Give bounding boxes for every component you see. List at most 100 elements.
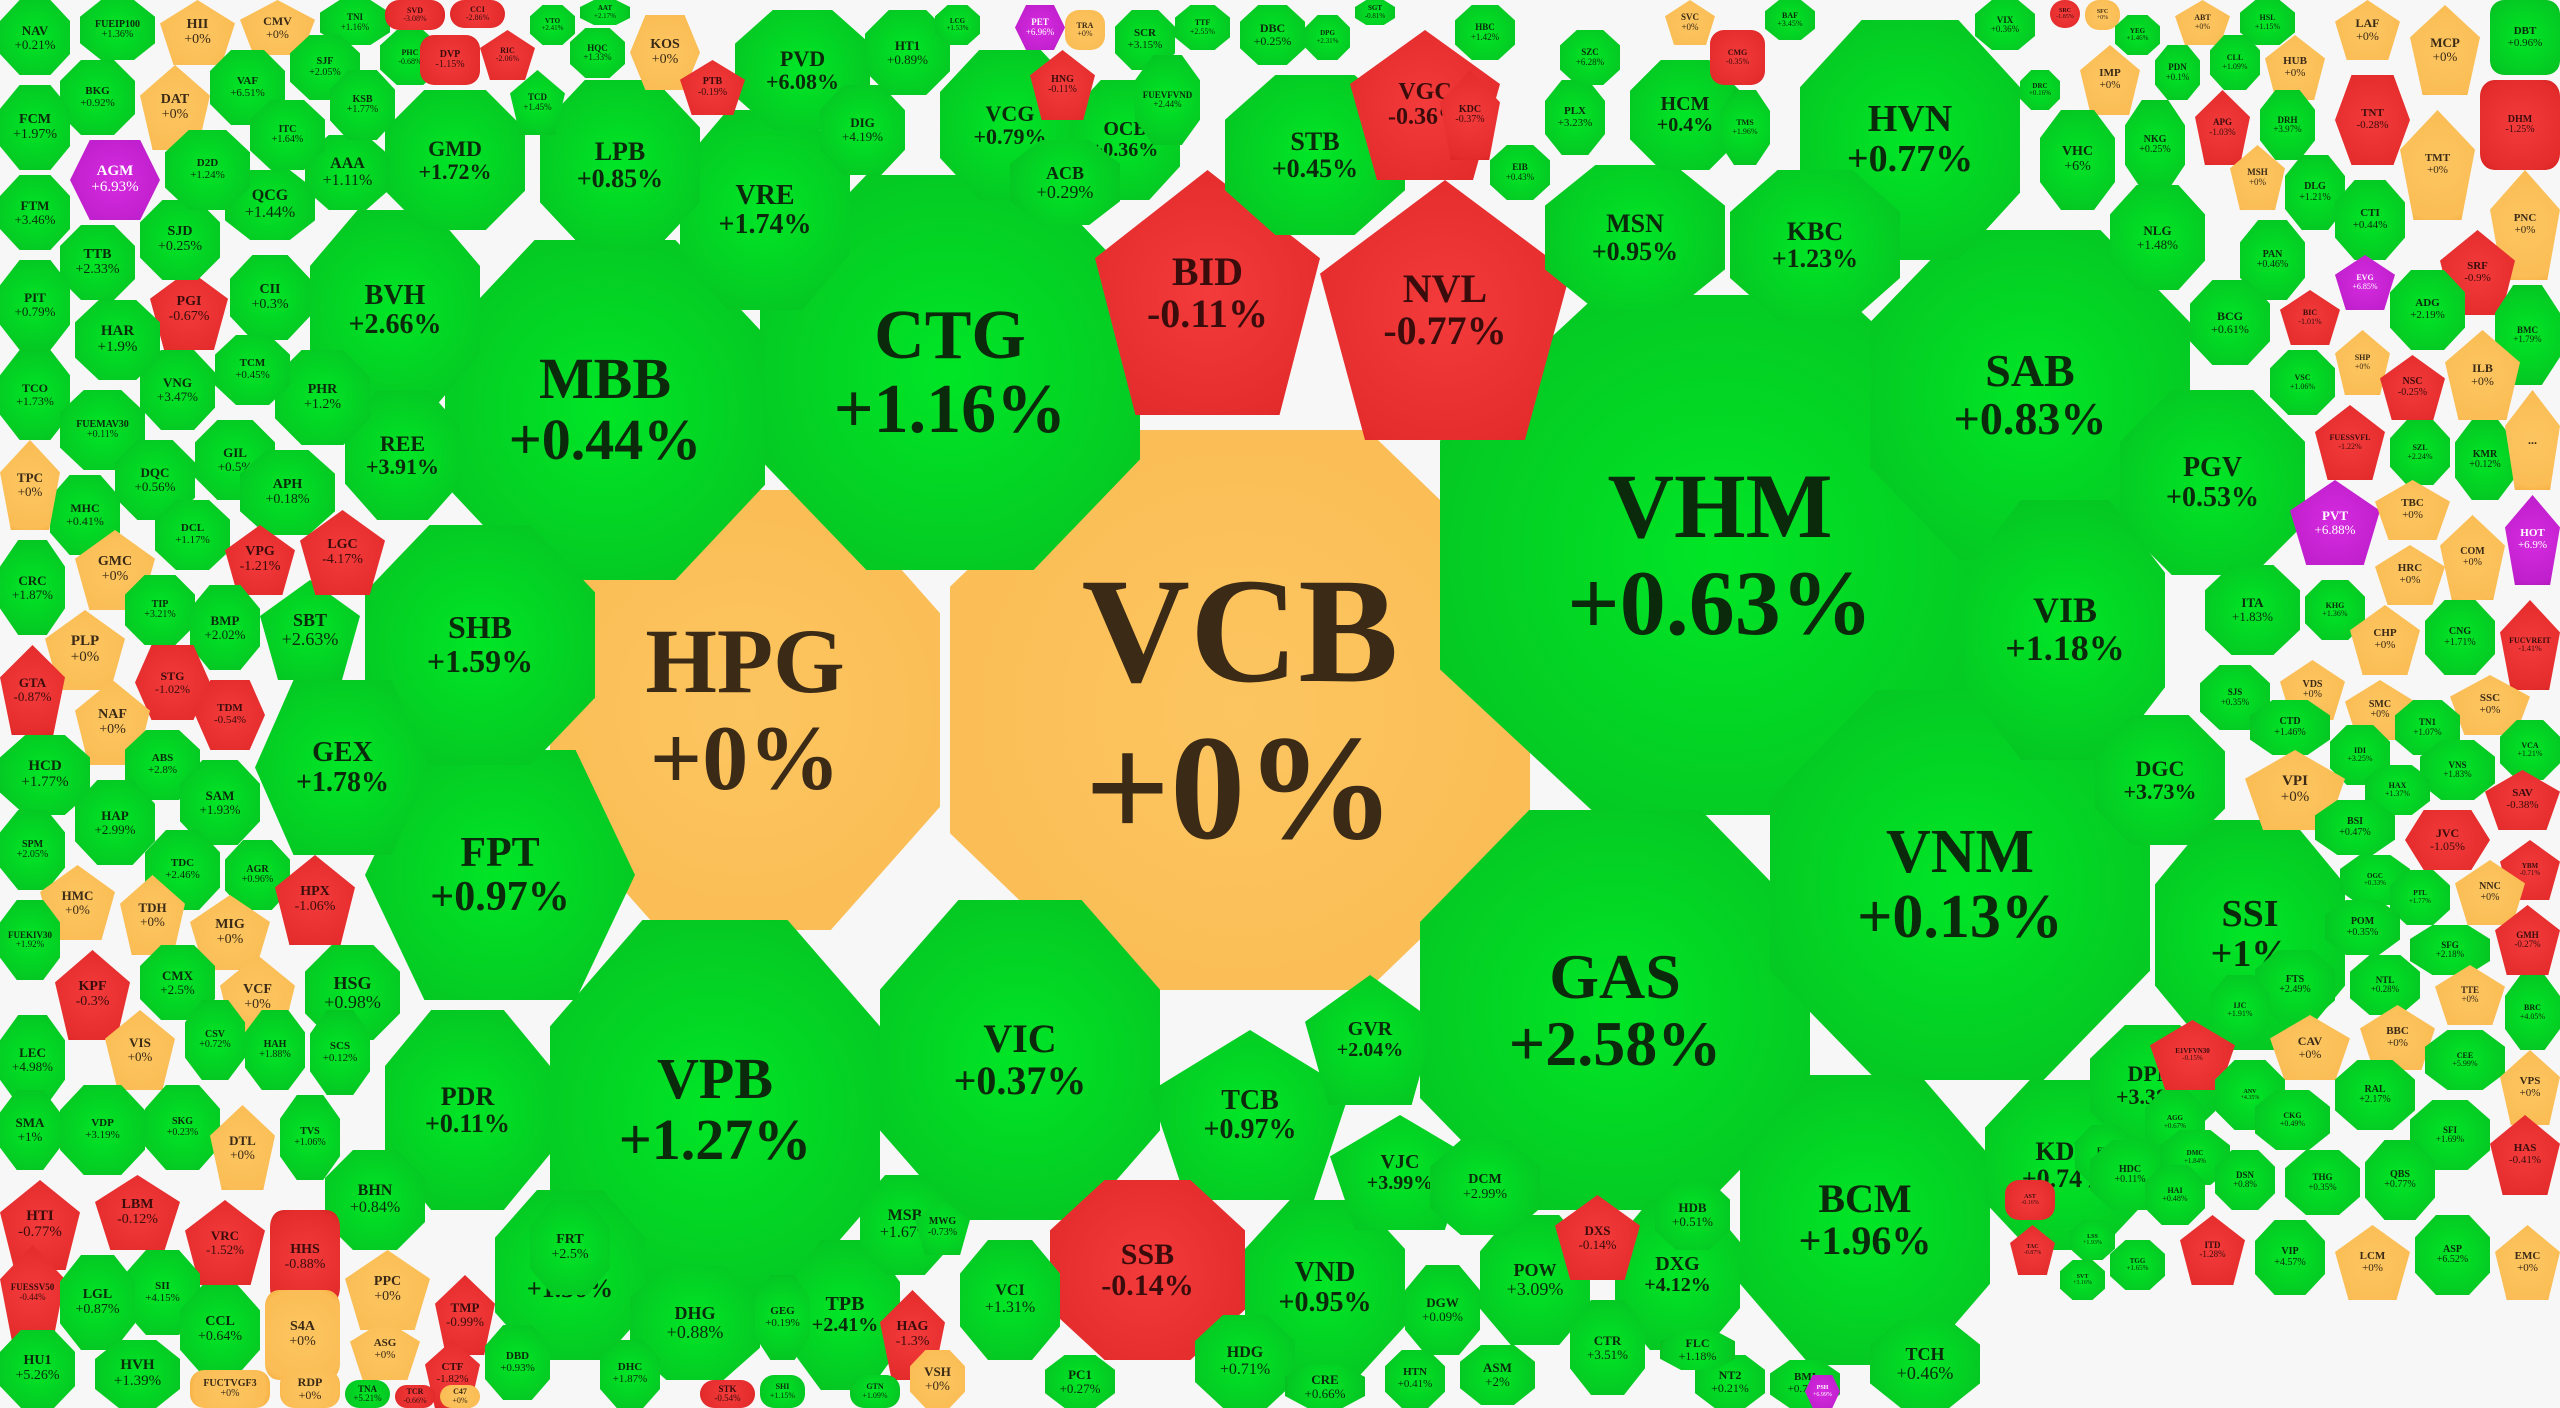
stock-cell-hah[interactable]: HAH +1.88% [245, 1010, 305, 1090]
stock-cell-tpc[interactable]: TPC +0% [0, 440, 60, 530]
stock-cell-har[interactable]: HAR +1.9% [75, 300, 160, 380]
stock-cell-vps[interactable]: VPS +0% [2500, 1050, 2560, 1125]
stock-cell-fucvreit[interactable]: FUCVREIT -1.41% [2500, 600, 2560, 690]
stock-cell-sav[interactable]: SAV -0.38% [2485, 770, 2560, 830]
stock-cell-svd[interactable]: SVD -3.08% [385, 0, 445, 30]
stock-cell-vpg[interactable]: VPG -1.21% [225, 525, 295, 595]
stock-cell-ksb[interactable]: KSB +1.77% [330, 70, 395, 140]
stock-cell-tdm[interactable]: TDM -0.54% [195, 680, 265, 750]
stock-cell-vcb[interactable]: VCB +0% [950, 430, 1530, 990]
stock-cell-vsc[interactable]: VSC +1.06% [2270, 350, 2335, 415]
stock-cell-kbc[interactable]: KBC +1.23% [1730, 170, 1900, 320]
stock-cell-shp[interactable]: SHP +0% [2335, 330, 2390, 395]
stock-cell-tip[interactable]: TIP +3.21% [125, 575, 195, 645]
stock-cell-nlg[interactable]: NLG +1.48% [2110, 185, 2205, 290]
stock-cell-dhc[interactable]: DHC +1.87% [600, 1340, 660, 1408]
stock-cell-svc[interactable]: SVC +0% [1665, 0, 1715, 45]
stock-cell-vaf[interactable]: VAF +6.51% [210, 50, 285, 125]
stock-cell-kos[interactable]: KOS +0% [630, 15, 700, 90]
stock-cell-aat[interactable]: AAT +2.17% [580, 0, 630, 25]
stock-cell-ijc[interactable]: IJC +1.91% [2210, 975, 2270, 1045]
stock-cell-has[interactable]: HAS -0.41% [2490, 1115, 2560, 1195]
stock-cell-ree[interactable]: REE +3.91% [345, 390, 460, 520]
stock-cell-hvn[interactable]: HVN +0.77% [1800, 20, 2020, 260]
stock-cell-flc[interactable]: FLC +1.18% [1660, 1330, 1735, 1370]
stock-cell-yeg[interactable]: YEG +1.46% [2115, 15, 2160, 55]
stock-cell-shb[interactable]: SHB +1.59% [365, 525, 595, 765]
stock-cell-pet[interactable]: PET +6.96% [1015, 5, 1065, 50]
stock-cell-dbt[interactable]: DBT +0.96% [2490, 0, 2560, 75]
stock-cell-cee[interactable]: CEE +5.99% [2425, 1030, 2505, 1090]
stock-cell-bsi[interactable]: BSI +0.47% [2315, 800, 2395, 855]
stock-cell-nkg[interactable]: NKG +0.25% [2125, 100, 2185, 190]
stock-cell-agm[interactable]: AGM +6.93% [70, 140, 160, 220]
stock-cell-svt[interactable]: SVT +3.16% [2060, 1260, 2105, 1300]
stock-cell-mcp[interactable]: MCP +0% [2410, 5, 2480, 95]
stock-cell-lcg[interactable]: LCG +1.53% [935, 5, 980, 45]
stock-cell-bcm[interactable]: BCM +1.96% [1740, 1075, 1990, 1365]
stock-cell-asm[interactable]: ASM +2% [1460, 1345, 1535, 1405]
stock-cell-sam[interactable]: SAM +1.93% [180, 760, 260, 845]
stock-cell-pvd[interactable]: PVD +6.08% [735, 10, 870, 130]
stock-cell-tra[interactable]: TRA +0% [1065, 10, 1105, 50]
stock-cell-msn[interactable]: MSN +0.95% [1545, 165, 1725, 310]
stock-cell-ntl[interactable]: NTL +0.28% [2350, 955, 2420, 1015]
stock-cell-bkg[interactable]: BKG +0.92% [60, 60, 135, 135]
stock-cell-tbc[interactable]: TBC +0% [2375, 480, 2450, 540]
stock-cell-hrc[interactable]: HRC +0% [2375, 545, 2445, 605]
stock-cell-tcr[interactable]: TCR -0.66% [395, 1385, 435, 1408]
stock-cell-crc[interactable]: CRC +1.87% [0, 540, 65, 635]
stock-cell-tms[interactable]: TMS +1.96% [1720, 90, 1770, 165]
stock-cell-vib[interactable]: VIB +1.18% [1965, 500, 2165, 760]
stock-cell-hsl[interactable]: HSL +1.15% [2240, 0, 2295, 45]
stock-cell-lss[interactable]: LSS +1.93% [2070, 1220, 2115, 1260]
stock-cell-pgv[interactable]: PGV +0.53% [2120, 390, 2305, 575]
stock-cell-frt[interactable]: FRT +2.5% [530, 1200, 610, 1295]
stock-cell-cci[interactable]: CCI -2.86% [450, 0, 505, 28]
stock-cell-dhm[interactable]: DHM -1.25% [2480, 80, 2560, 170]
stock-cell-pc1[interactable]: PC1 +0.27% [1045, 1355, 1115, 1408]
stock-cell-tpb[interactable]: TPB +2.41% [790, 1240, 900, 1390]
stock-cell-lbm[interactable]: LBM -0.12% [95, 1175, 180, 1250]
stock-cell-msb[interactable]: MSB +1.67% [860, 1175, 950, 1275]
stock-cell-htn[interactable]: HTN +0.41% [1385, 1350, 1445, 1408]
stock-cell-tco[interactable]: TCO +1.73% [0, 350, 70, 440]
stock-cell-hdb[interactable]: HDB +0.51% [1655, 1180, 1730, 1250]
stock-cell-hap[interactable]: HAP +2.99% [75, 780, 155, 865]
stock-cell-s4a[interactable]: S4A +0% [265, 1290, 340, 1380]
stock-cell-pdn[interactable]: PDN +0.1% [2155, 45, 2200, 100]
stock-cell-kmr[interactable]: KMR +0.12% [2455, 420, 2515, 500]
stock-cell-sfg[interactable]: SFG +2.18% [2410, 925, 2490, 975]
stock-cell-hai[interactable]: HAI +0.48% [2145, 1165, 2205, 1225]
stock-cell-tvs[interactable]: TVS +1.06% [280, 1095, 340, 1180]
stock-cell-ckg[interactable]: CKG +0.49% [2255, 1090, 2330, 1150]
stock-cell-gmd[interactable]: GMD +1.72% [385, 90, 525, 230]
stock-cell-dcm[interactable]: DCM +2.99% [1430, 1140, 1540, 1235]
stock-cell-evg[interactable]: EVG +6.85% [2335, 255, 2395, 310]
stock-cell-hu1[interactable]: HU1 +5.26% [0, 1330, 75, 1408]
stock-cell-szc[interactable]: SZC +6.28% [1560, 30, 1620, 85]
stock-cell-hbc[interactable]: HBC +1.42% [1455, 5, 1515, 60]
stock-cell-jvc[interactable]: JVC -1.05% [2405, 810, 2490, 870]
stock-cell-spm[interactable]: SPM +2.05% [0, 810, 65, 890]
stock-cell-dsn[interactable]: DSN +0.8% [2215, 1150, 2275, 1210]
stock-cell-lcm[interactable]: LCM +0% [2335, 1225, 2410, 1300]
stock-cell-gvr[interactable]: GVR +2.04% [1305, 975, 1435, 1105]
stock-cell-rdp[interactable]: RDP +0% [280, 1370, 340, 1408]
stock-cell-cre[interactable]: CRE +0.66% [1285, 1365, 1365, 1408]
stock-cell-vre[interactable]: VRE +1.74% [680, 110, 850, 310]
stock-cell-szl[interactable]: SZL +2.24% [2390, 420, 2450, 485]
stock-cell-com[interactable]: COM +0% [2440, 515, 2505, 600]
stock-cell-nsc[interactable]: NSC -0.25% [2380, 355, 2445, 420]
stock-cell-hqc[interactable]: HQC +1.33% [570, 28, 625, 78]
stock-cell-tnt[interactable]: TNT -0.28% [2335, 75, 2410, 165]
stock-cell-pit[interactable]: PIT +0.79% [0, 260, 70, 350]
stock-cell-baf[interactable]: BAF +3.45% [1765, 0, 1815, 40]
stock-cell-scs[interactable]: SCS +0.12% [310, 1010, 370, 1095]
stock-cell-aph[interactable]: APH +0.18% [240, 450, 335, 535]
stock-cell-itd[interactable]: ITD -1.28% [2180, 1215, 2245, 1285]
stock-cell-vns[interactable]: VNS +1.83% [2420, 740, 2495, 800]
stock-cell-fuctvgf3[interactable]: FUCTVGF3 +0% [190, 1370, 270, 1408]
stock-cell-bhn[interactable]: BHN +0.84% [325, 1150, 425, 1250]
stock-cell-dbc[interactable]: DBC +0.25% [1240, 5, 1305, 65]
